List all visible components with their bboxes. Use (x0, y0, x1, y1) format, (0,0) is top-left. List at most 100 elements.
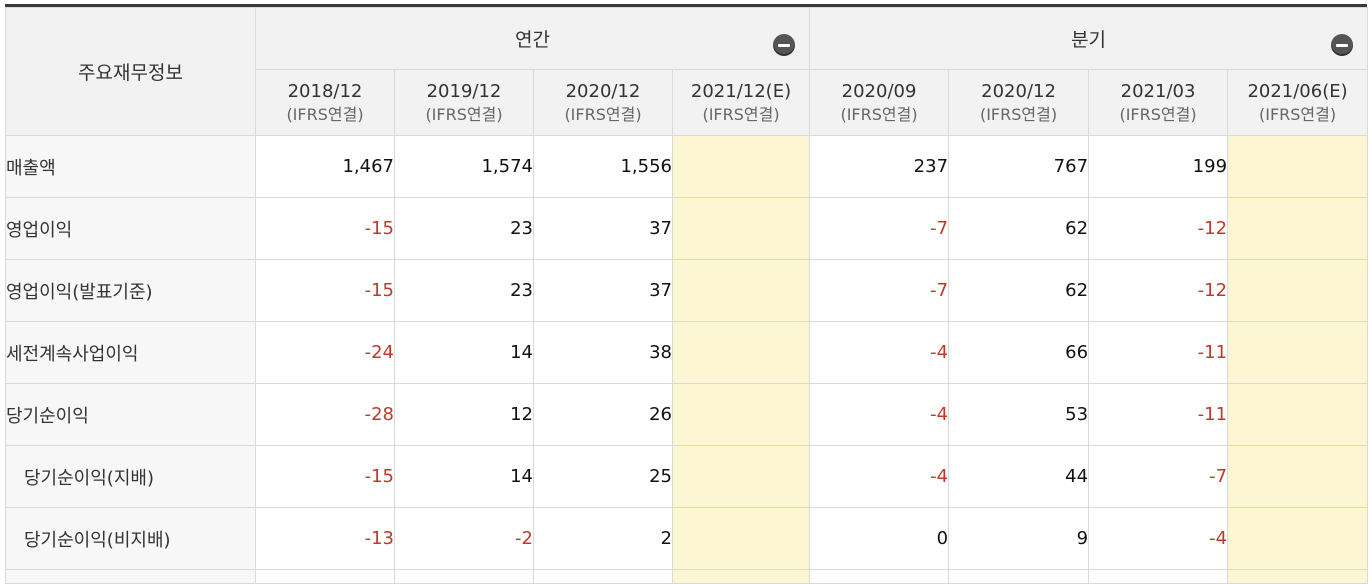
period-date: 2020/09 (841, 80, 917, 102)
table-row: 매출액 1,467 1,574 1,556 237 767 199 (5, 135, 1369, 198)
table-top-border (5, 4, 1367, 7)
table-row: 영업이익(발표기준) -15 23 37 -7 62 -12 (5, 259, 1369, 322)
corner-header: 주요재무정보 (5, 7, 256, 136)
value-cell: -15 (255, 197, 395, 260)
partial-cell (809, 569, 950, 584)
estimate-cell (671, 383, 811, 446)
value-cell: 62 (948, 259, 1090, 322)
period-header: 2018/12 (IFRS연결) (255, 69, 395, 136)
value-cell: -2 (394, 507, 534, 570)
value-cell: -12 (1088, 259, 1229, 322)
partial-cell (1227, 569, 1369, 584)
period-header: 2021/12(E) (IFRS연결) (671, 69, 811, 136)
value-cell: 237 (809, 135, 950, 198)
value-cell: 199 (1088, 135, 1229, 198)
estimate-cell (671, 259, 811, 322)
value-cell: -4 (1088, 507, 1229, 570)
period-basis: (IFRS연결) (702, 104, 780, 124)
partial-cell (948, 569, 1090, 584)
collapse-annual-icon[interactable] (773, 34, 796, 56)
period-header: 2020/12 (IFRS연결) (948, 69, 1090, 136)
period-basis: (IFRS연결) (979, 104, 1058, 124)
table-row-partial (5, 569, 1369, 584)
estimate-cell (671, 321, 811, 384)
value-cell: 37 (533, 259, 673, 322)
value-cell: -12 (1088, 197, 1229, 260)
value-cell: 14 (394, 321, 534, 384)
value-cell: -28 (255, 383, 395, 446)
value-cell: -15 (255, 445, 395, 508)
table-row: 당기순이익 -28 12 26 -4 53 -11 (5, 383, 1369, 446)
period-header: 2019/12 (IFRS연결) (394, 69, 534, 136)
period-basis: (IFRS연결) (425, 104, 503, 124)
value-cell: 1,556 (533, 135, 673, 198)
value-cell: 767 (948, 135, 1090, 198)
period-date: 2019/12 (426, 80, 502, 102)
row-label: 당기순이익 (5, 383, 256, 446)
table-row: 영업이익 -15 23 37 -7 62 -12 (5, 197, 1369, 260)
period-date: 2021/12(E) (690, 80, 792, 102)
estimate-cell (671, 507, 811, 570)
row-label: 영업이익(발표기준) (5, 259, 256, 322)
value-cell: -4 (809, 445, 950, 508)
value-cell: -11 (1088, 383, 1229, 446)
value-cell: 12 (394, 383, 534, 446)
period-basis: (IFRS연결) (1258, 104, 1337, 124)
value-cell: 23 (394, 259, 534, 322)
period-basis: (IFRS연결) (564, 104, 642, 124)
partial-cell (533, 569, 673, 584)
period-header: 2020/09 (IFRS연결) (809, 69, 950, 136)
annual-group-label: 연간 (515, 29, 550, 51)
value-cell: 9 (948, 507, 1090, 570)
estimate-cell (1227, 259, 1369, 322)
value-cell: 44 (948, 445, 1090, 508)
estimate-cell (1227, 197, 1369, 260)
value-cell: 66 (948, 321, 1090, 384)
table-row: 당기순이익(비지배) -13 -2 2 0 9 -4 (5, 507, 1369, 570)
period-date: 2018/12 (287, 80, 363, 102)
value-cell: 1,467 (255, 135, 395, 198)
period-date: 2021/06(E) (1247, 80, 1348, 102)
value-cell: 1,574 (394, 135, 534, 198)
value-cell: 2 (533, 507, 673, 570)
period-header: 2020/12 (IFRS연결) (533, 69, 673, 136)
partial-cell (5, 569, 256, 584)
period-basis: (IFRS연결) (286, 104, 364, 124)
row-label: 당기순이익(지배) (5, 445, 256, 508)
value-cell: -11 (1088, 321, 1229, 384)
estimate-cell (671, 197, 811, 260)
value-cell: 37 (533, 197, 673, 260)
row-label: 세전계속사업이익 (5, 321, 256, 384)
estimate-cell (1227, 383, 1369, 446)
period-basis: (IFRS연결) (1119, 104, 1197, 124)
value-cell: -4 (809, 383, 950, 446)
partial-cell (255, 569, 395, 584)
quarterly-group-header: 분기 (809, 7, 1369, 70)
partial-cell (671, 569, 811, 584)
collapse-quarterly-icon[interactable] (1331, 34, 1354, 56)
value-cell: 14 (394, 445, 534, 508)
estimate-cell (1227, 445, 1369, 508)
table-row: 세전계속사업이익 -24 14 38 -4 66 -11 (5, 321, 1369, 384)
partial-cell (394, 569, 534, 584)
value-cell: -7 (809, 259, 950, 322)
row-label: 당기순이익(비지배) (5, 507, 256, 570)
estimate-cell (671, 445, 811, 508)
value-cell: 0 (809, 507, 950, 570)
partial-cell (1088, 569, 1229, 584)
value-cell: 25 (533, 445, 673, 508)
value-cell: -13 (255, 507, 395, 570)
table-row: 당기순이익(지배) -15 14 25 -4 44 -7 (5, 445, 1369, 508)
value-cell: -7 (809, 197, 950, 260)
value-cell: -15 (255, 259, 395, 322)
estimate-cell (671, 135, 811, 198)
value-cell: 53 (948, 383, 1090, 446)
row-label: 매출액 (5, 135, 256, 198)
value-cell: 62 (948, 197, 1090, 260)
value-cell: -7 (1088, 445, 1229, 508)
period-date: 2020/12 (565, 80, 641, 102)
period-date: 2020/12 (981, 80, 1056, 102)
value-cell: 26 (533, 383, 673, 446)
estimate-cell (1227, 507, 1369, 570)
estimate-cell (1227, 321, 1369, 384)
